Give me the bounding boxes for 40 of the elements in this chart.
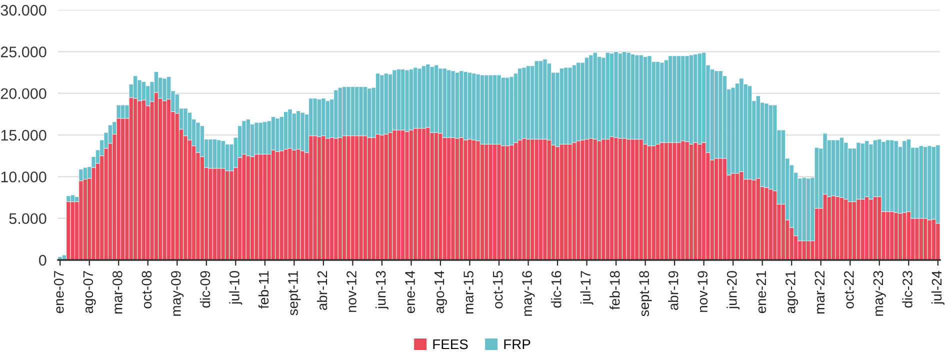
y-tick-label: 30.000	[0, 4, 46, 16]
x-tick-label: ene-14	[405, 270, 415, 314]
x-tick-label: nov-12	[346, 271, 356, 312]
y-tick-label: 25.000	[0, 46, 46, 58]
x-tick-label: oct-15	[493, 270, 503, 308]
legend-label: FRP	[504, 340, 530, 350]
x-tick-label: mar-15	[464, 270, 474, 314]
x-tick-label: feb-18	[610, 271, 620, 310]
x-tick-label: oct-22	[844, 271, 854, 308]
x-tick-label: nov-19	[698, 271, 708, 312]
x-tick-label: jun-20	[726, 270, 740, 310]
x-tick-label: jul-10	[229, 270, 242, 305]
y-tick-label: 0	[38, 254, 46, 266]
x-tick-label: dic-09	[200, 271, 210, 308]
legend-label: FEES	[433, 339, 468, 350]
y-tick-label: 15.000	[1, 130, 46, 141]
x-tick-label: ago-07	[83, 271, 96, 314]
x-tick-label: ene-21	[756, 271, 766, 314]
x-tick-label: ene-07	[54, 271, 64, 314]
x-tick-label: ago-14	[434, 270, 447, 314]
y-tick-label: 20.000	[0, 88, 46, 100]
x-tick-label: dic-16	[551, 271, 562, 308]
x-tick-label: abr-12	[316, 271, 328, 310]
x-tick-label: may-09	[171, 271, 184, 316]
x-tick-label: dic-23	[902, 271, 912, 308]
x-tick-label: abr-19	[668, 271, 678, 310]
x-tick-label: feb-11	[258, 271, 269, 309]
y-tick-label: 5.000	[9, 213, 46, 224]
x-tick-label: sept-11	[288, 271, 301, 316]
x-tick-label: jun-13	[375, 271, 388, 310]
x-tick-label: mar-08	[112, 271, 122, 314]
y-tick-label: 10.000	[1, 172, 46, 182]
x-tick-label: may-16	[522, 271, 535, 316]
x-tick-label: jul-24	[931, 270, 944, 305]
x-tick-label: ago-21	[786, 271, 798, 314]
x-tick-label: sept-18	[639, 271, 652, 316]
x-tick-label: jul-17	[580, 271, 594, 305]
x-tick-label: may-23	[873, 271, 886, 316]
x-tick-label: mar-22	[814, 271, 825, 314]
x-tick-label: oct-08	[142, 271, 152, 308]
